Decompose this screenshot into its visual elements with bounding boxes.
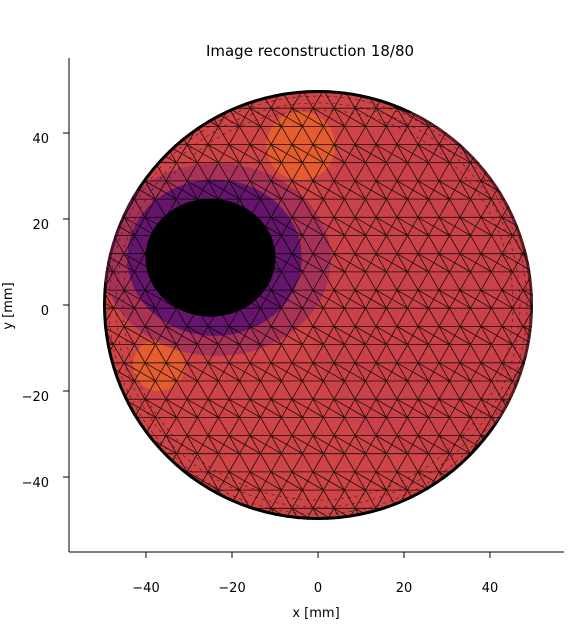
x-tick-label: 20 [396, 581, 413, 596]
reconstruction-disc [103, 90, 533, 520]
y-tick-label: 20 [32, 218, 49, 233]
chart-title: Image reconstruction 18/80 [206, 42, 414, 60]
y-tick-label: −40 [22, 476, 49, 491]
mesh-boundary-ring [115, 102, 521, 508]
y-axis-label: y [mm] [1, 282, 16, 329]
highlight-region-2 [266, 111, 336, 181]
x-axis-label: x [mm] [292, 606, 339, 621]
y-tick-label: 40 [32, 132, 49, 147]
x-tick-label: −40 [132, 581, 159, 596]
x-tick-label: 40 [482, 581, 499, 596]
mesh-boundary-ring [122, 109, 514, 501]
y-tick-label: −20 [22, 390, 49, 405]
field-tint [305, 111, 533, 456]
x-tick-label: 0 [314, 581, 322, 596]
x-axis-ticks: −40 −20 0 20 40 [132, 552, 498, 596]
y-tick-label: 0 [41, 304, 49, 319]
y-axis-ticks: 40 20 0 −20 −40 [22, 132, 69, 491]
mesh-boundary-ring [108, 95, 528, 515]
x-tick-label: −20 [218, 581, 245, 596]
